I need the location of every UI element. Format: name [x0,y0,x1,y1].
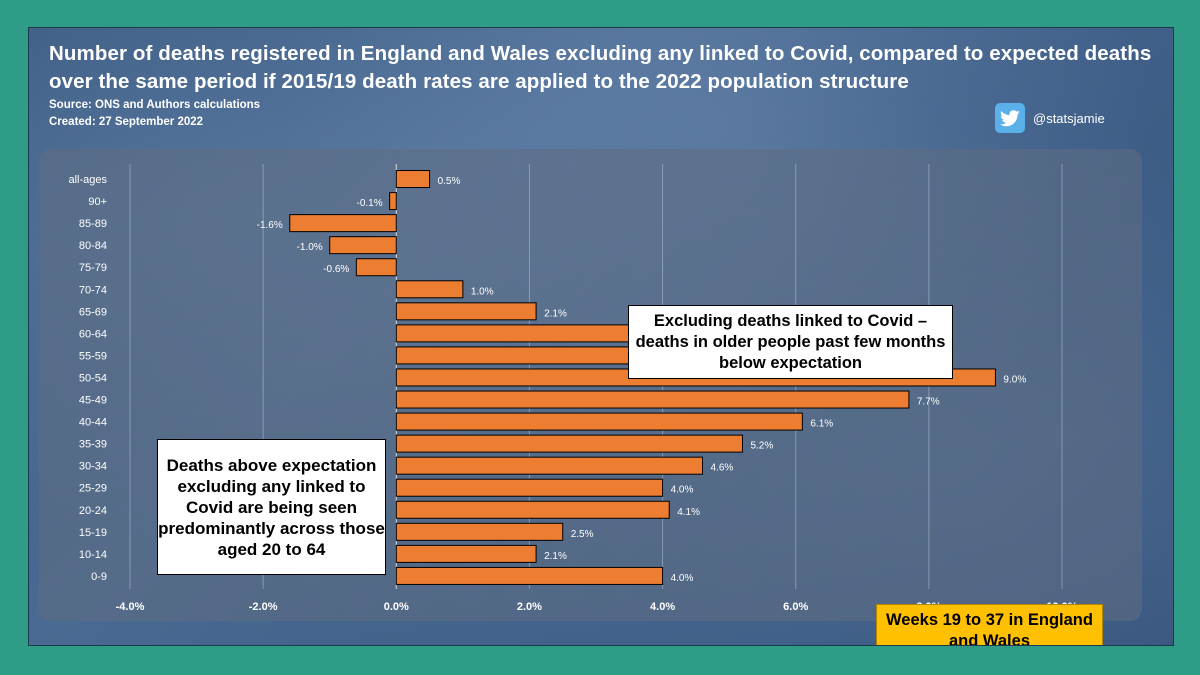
chart-title: Number of deaths registered in England a… [49,42,1152,93]
bar [395,302,537,321]
x-tick-label: 6.0% [783,601,808,613]
value-label: 4.6% [711,463,734,474]
category-label: 60-64 [79,328,107,340]
value-label: 7.7% [917,397,940,408]
bar [395,478,664,497]
value-label: -0.6% [323,264,349,275]
category-label: 20-24 [79,505,107,517]
category-label: 0-9 [91,571,107,583]
category-label: 10-14 [79,549,107,561]
chart-panel: -4.0%-2.0%0.0%2.0%4.0%6.0%8.0%10.0%all-a… [39,149,1142,645]
bar [289,214,397,233]
x-tick-label: -4.0% [116,601,145,613]
value-label: 1.0% [471,286,494,297]
callout-older-people: Excluding deaths linked to Covid – death… [628,305,953,379]
category-label: 90+ [88,196,107,208]
category-label: 50-54 [79,372,107,384]
x-tick-label: -2.0% [249,601,278,613]
bar [355,258,397,277]
value-label: 0.5% [438,176,461,187]
bar [389,192,397,211]
category-label: 25-29 [79,483,107,495]
value-label: -1.0% [297,242,323,253]
value-label: 5.2% [750,441,773,452]
bar [395,412,803,431]
value-label: 9.0% [1003,374,1026,385]
twitter-icon [995,103,1025,133]
callout-working-age: Deaths above expectation excluding any l… [157,439,386,575]
value-label: 2.1% [544,308,567,319]
category-label: 65-69 [79,306,107,318]
category-label: all-ages [68,174,107,186]
value-label: -0.1% [357,198,383,209]
value-label: 2.1% [544,551,567,562]
category-label: 30-34 [79,461,107,473]
x-tick-label: 0.0% [384,601,409,613]
value-label: 4.1% [677,507,700,518]
category-label: 35-39 [79,439,107,451]
category-label: 75-79 [79,262,107,274]
infographic-frame: Number of deaths registered in England a… [28,27,1174,646]
bar [395,544,537,563]
bar [395,566,664,585]
category-label: 85-89 [79,218,107,230]
bar [395,500,670,519]
x-tick-label: 4.0% [650,601,675,613]
value-label: 4.0% [671,485,694,496]
bar [329,236,397,255]
category-label: 55-59 [79,350,107,362]
value-label: 6.1% [810,419,833,430]
value-label: -1.6% [257,220,283,231]
category-label: 80-84 [79,240,107,252]
bar [395,522,564,541]
bar [395,434,743,453]
bar [395,280,464,299]
value-label: 4.0% [671,573,694,584]
bar [395,456,704,475]
bar [395,170,431,189]
author-handle: @statsjamie [1033,110,1105,126]
callout-weeks: Weeks 19 to 37 in England and Wales [876,604,1103,645]
category-label: 70-74 [79,284,107,296]
source-note: Source: ONS and Authors calculations [49,99,261,111]
x-tick-label: 2.0% [517,601,542,613]
category-label: 40-44 [79,417,107,429]
author-handle-group: @statsjamie [995,103,1105,133]
category-label: 45-49 [79,395,107,407]
bar [395,390,910,409]
category-label: 15-19 [79,527,107,539]
created-date: Created: 27 September 2022 [49,116,204,128]
value-label: 2.5% [571,529,594,540]
